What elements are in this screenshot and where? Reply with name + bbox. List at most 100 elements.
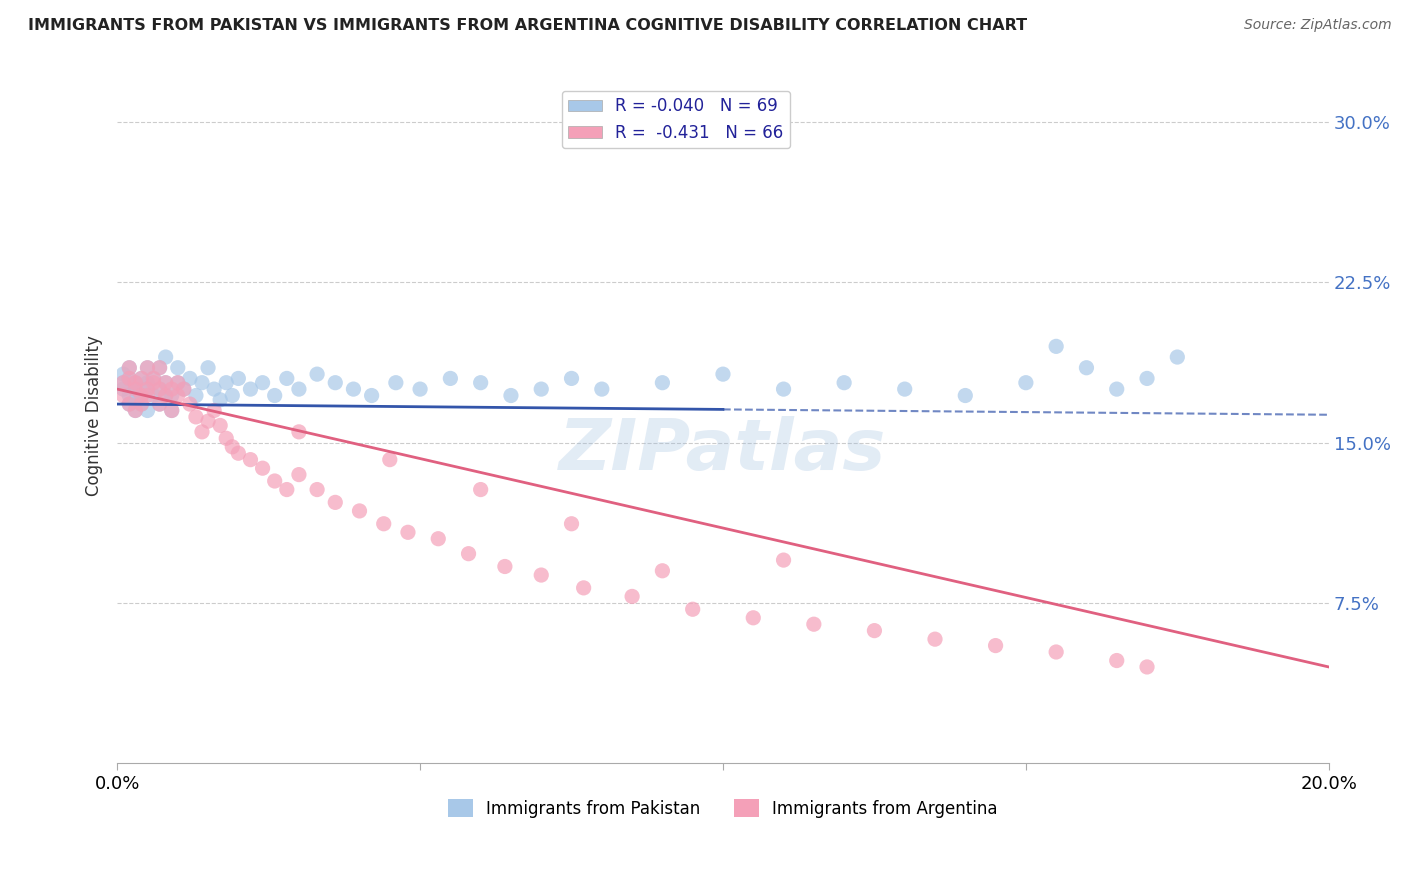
Point <box>112 376 135 390</box>
Point <box>560 371 582 385</box>
Point <box>166 388 188 402</box>
Point <box>288 425 311 439</box>
Point <box>470 483 492 497</box>
Text: IMMIGRANTS FROM PAKISTAN VS IMMIGRANTS FROM ARGENTINA COGNITIVE DISABILITY CORRE: IMMIGRANTS FROM PAKISTAN VS IMMIGRANTS F… <box>28 18 1028 33</box>
Point <box>494 559 516 574</box>
Point <box>1105 382 1128 396</box>
Point <box>131 397 153 411</box>
Point <box>263 474 285 488</box>
Point <box>124 392 146 407</box>
Point <box>591 382 613 396</box>
Point <box>621 590 644 604</box>
Point <box>427 532 450 546</box>
Point <box>179 371 201 385</box>
Point <box>955 388 977 402</box>
Point <box>1136 371 1159 385</box>
Point <box>239 452 262 467</box>
Point <box>184 409 207 424</box>
Point <box>215 376 238 390</box>
Point <box>202 382 225 396</box>
Point <box>263 388 285 402</box>
Point <box>373 516 395 531</box>
Point <box>112 388 135 402</box>
Point <box>191 376 214 390</box>
Point <box>155 388 177 402</box>
Point <box>124 403 146 417</box>
Point <box>924 632 946 647</box>
Point <box>984 639 1007 653</box>
Point <box>136 382 159 396</box>
Point <box>288 467 311 482</box>
Text: ZIPatlas: ZIPatlas <box>560 416 887 485</box>
Point <box>118 360 141 375</box>
Point <box>228 446 250 460</box>
Point <box>160 382 183 396</box>
Point <box>142 371 165 385</box>
Point <box>893 382 915 396</box>
Point <box>572 581 595 595</box>
Point <box>863 624 886 638</box>
Point <box>342 382 364 396</box>
Point <box>136 388 159 402</box>
Point <box>682 602 704 616</box>
Legend: Immigrants from Pakistan, Immigrants from Argentina: Immigrants from Pakistan, Immigrants fro… <box>441 793 1004 824</box>
Point <box>136 360 159 375</box>
Point <box>118 397 141 411</box>
Point <box>651 376 673 390</box>
Point <box>149 397 172 411</box>
Point <box>742 611 765 625</box>
Point <box>136 360 159 375</box>
Point <box>118 388 141 402</box>
Point <box>149 360 172 375</box>
Point <box>118 397 141 411</box>
Point <box>439 371 461 385</box>
Point <box>1166 350 1188 364</box>
Point <box>1045 645 1067 659</box>
Point <box>131 371 153 385</box>
Point <box>772 382 794 396</box>
Point <box>209 392 232 407</box>
Point <box>221 440 243 454</box>
Point <box>166 376 188 390</box>
Point <box>124 382 146 396</box>
Point <box>131 388 153 402</box>
Point <box>131 388 153 402</box>
Point <box>276 371 298 385</box>
Point <box>239 382 262 396</box>
Point <box>457 547 479 561</box>
Point <box>160 403 183 417</box>
Point <box>832 376 855 390</box>
Point <box>711 367 734 381</box>
Point <box>149 382 172 396</box>
Point <box>378 452 401 467</box>
Point <box>228 371 250 385</box>
Point <box>288 382 311 396</box>
Point <box>136 382 159 396</box>
Point <box>112 382 135 396</box>
Point <box>651 564 673 578</box>
Point <box>136 403 159 417</box>
Point <box>142 371 165 385</box>
Point <box>560 516 582 531</box>
Point <box>118 371 141 385</box>
Point <box>499 388 522 402</box>
Point <box>396 525 419 540</box>
Point <box>149 382 172 396</box>
Point <box>221 388 243 402</box>
Point <box>803 617 825 632</box>
Point <box>149 360 172 375</box>
Point <box>1076 360 1098 375</box>
Point <box>323 376 346 390</box>
Point <box>252 376 274 390</box>
Text: Source: ZipAtlas.com: Source: ZipAtlas.com <box>1244 18 1392 32</box>
Point <box>124 403 146 417</box>
Y-axis label: Cognitive Disability: Cognitive Disability <box>86 335 103 496</box>
Point <box>173 382 195 396</box>
Point <box>202 403 225 417</box>
Point <box>124 382 146 396</box>
Point <box>118 360 141 375</box>
Point <box>215 431 238 445</box>
Point <box>349 504 371 518</box>
Point <box>184 388 207 402</box>
Point <box>142 388 165 402</box>
